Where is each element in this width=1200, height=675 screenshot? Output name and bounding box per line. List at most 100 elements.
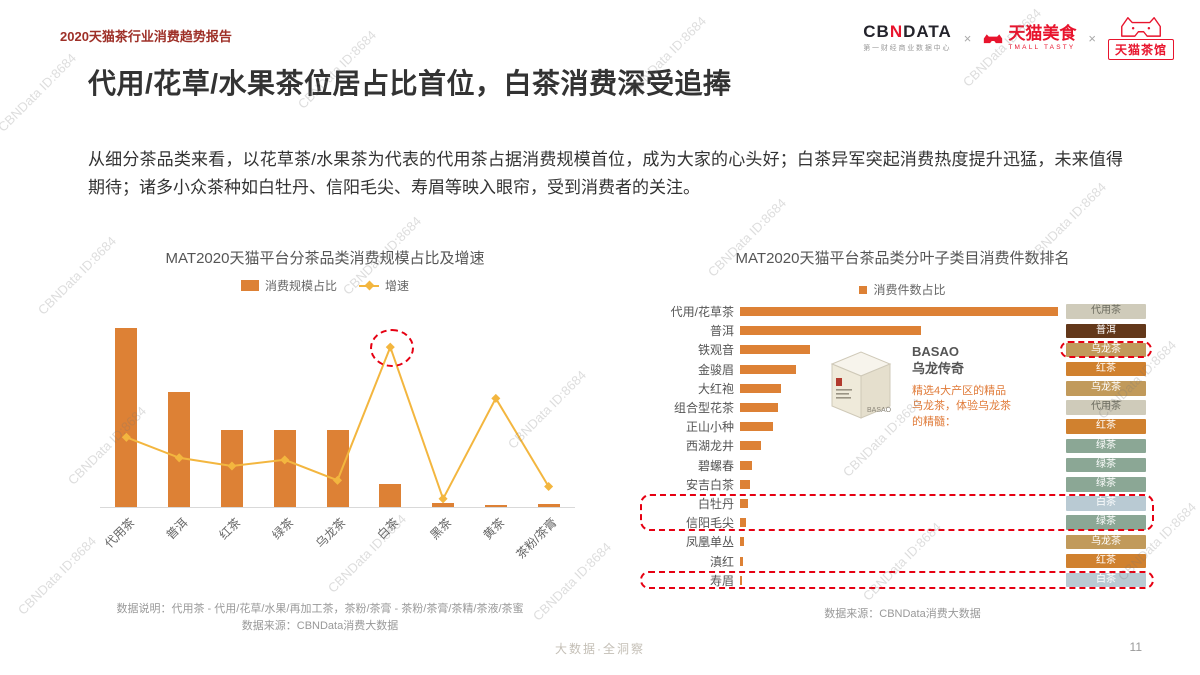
page-title: 代用/花草/水果茶位居占比首位，白茶消费深受追捧 [88,68,732,99]
legend-count-label: 消费件数占比 [873,283,946,297]
rank-bar [740,441,761,451]
rank-row-普洱: 普洱 普洱 [648,321,1156,340]
callout-desc-line: 精选4大产区的精品 [912,384,1007,397]
tmall-food-name: 天猫美食 [1008,23,1077,43]
basao-box-label: BASAO [867,407,892,414]
combo-chart-plot: 代用茶 普洱 红茶 绿茶 乌龙茶 白茶 黑茶 黄茶 茶粉/茶膏 [100,302,575,562]
footer-slogan: 大数据·全洞察 [555,642,645,656]
logo-separator: × [1088,30,1096,46]
cbndata-logo-text: CBNDATA [863,23,952,40]
callout-desc-line: 乌龙茶，体验乌龙茶 [912,400,1011,413]
rank-row-西湖龙井: 西湖龙井 绿茶 [648,436,1156,455]
callout-desc-line: 的精髓： [912,415,956,428]
rank-row-代用/花草茶: 代用/花草茶 代用茶 [648,302,1156,321]
rank-bar [740,537,745,547]
rank-row-白牡丹: 白牡丹 白茶 [648,494,1156,513]
rank-row-label: 白牡丹 [697,496,734,511]
rank-row-label: 大红袍 [697,381,734,396]
rank-row-碧螺春: 碧螺春 绿茶 [648,456,1156,475]
share-swatch-icon [240,280,259,291]
tea-type-tag: 红茶 [1066,553,1146,569]
rank-row-正山小种: 正山小种 红茶 [648,417,1156,436]
tmall-teahouse-logo: 天猫茶馆 [1107,16,1174,60]
rank-bar-track [740,460,1062,470]
tea-type-tag: 白茶 [1066,572,1146,588]
rank-bar [740,307,1058,317]
rank-bar-track [740,307,1062,317]
legend-item-growth: 增速 [359,277,409,294]
rank-row-label: 西湖龙井 [685,439,734,454]
rank-bar [740,479,750,489]
tmall-cat-icon [984,33,1003,43]
rank-row-凤凰单丛: 凤凰单丛 乌龙茶 [648,532,1156,551]
rank-row-寿眉: 寿眉 白茶 [648,571,1156,590]
bar-黄茶 [484,505,507,507]
callout-brand: BASAO [912,344,959,359]
rank-bar [740,326,922,336]
tea-type-tag: 乌龙茶 [1066,381,1146,396]
rank-bar [740,498,748,508]
tea-type-tag: 红茶 [1066,419,1146,434]
count-swatch-icon [859,285,868,294]
rank-row-label: 组合型花茶 [673,401,734,416]
tmall-teahouse-name: 天猫茶馆 [1107,39,1174,60]
bar-白茶 [379,483,402,507]
tmall-food-subtitle: TMALL TASTY [1008,44,1076,52]
cbndata-n: N [889,22,904,41]
cbndata-prefix: CB [863,22,890,41]
legend-item-share: 消费规模占比 [240,277,337,294]
callout-product: 乌龙传奇 [912,360,965,376]
tea-type-tag: 白茶 [1066,496,1146,511]
rank-row-label: 普洱 [709,324,734,339]
tea-type-tag: 绿茶 [1066,515,1146,530]
combo-chart-title: MAT2020天猫平台分茶品类消费规模占比及增速 [165,250,485,267]
x-axis-label: 代用茶 [102,515,138,551]
tea-type-tag: 普洱 [1066,323,1146,339]
x-axis-label: 红茶 [216,515,244,543]
rank-row-label: 滇红 [709,554,734,569]
rank-row-label: 信阳毛尖 [685,516,734,531]
rank-row-组合型花茶: 组合型花茶 代用茶 [648,398,1156,417]
rank-bar-track [740,383,1062,393]
logo-separator: × [963,30,972,46]
callout-description: 精选4大产区的精品 乌龙茶，体验乌龙茶 的精髓： [912,384,1011,430]
bar-普洱 [168,391,191,507]
combo-chart-legend: 消费规模占比 增速 [60,277,590,294]
x-axis-label: 茶粉/茶膏 [513,515,560,562]
rank-bar [740,345,810,355]
growth-peak-highlight [370,329,415,368]
tea-type-tag: 红茶 [1066,361,1146,377]
rank-bar-track [740,537,1062,547]
rank-chart-legend: 消费件数占比 [645,281,1160,298]
rank-row-label: 碧螺春 [697,458,734,473]
rank-bar [740,383,782,393]
bar-黑茶 [432,502,455,507]
product-callout: BASAO BASAO 乌龙传奇 精选4大产区的精品 乌龙茶，体验乌龙茶 的精髓… [820,344,1011,430]
rank-row-label: 铁观音 [697,343,734,358]
rank-row-label: 代用/花草茶 [670,305,734,320]
rank-bar [740,575,743,585]
rank-bar-track [740,345,1062,355]
bar-乌龙茶 [326,430,349,507]
tea-type-tag: 乌龙茶 [1066,342,1146,358]
rank-row-label: 安吉白茶 [685,477,734,492]
x-axis-label: 乌龙茶 [313,515,349,551]
tea-type-tag: 代用茶 [1066,304,1146,319]
rank-chart-source: 数据来源：CBNData消费大数据 [824,608,981,620]
rank-bar [740,518,746,528]
rank-row-铁观音: 铁观音 乌龙茶 [648,340,1156,359]
legend-growth-label: 增速 [385,279,410,293]
rank-row-label: 凤凰单丛 [685,535,734,550]
rank-row-滇红: 滇红 红茶 [648,551,1156,570]
bar-茶粉/茶膏 [537,503,560,507]
rank-row-label: 正山小种 [685,420,734,435]
rank-bar [740,364,796,374]
x-axis-label: 黄茶 [480,515,508,543]
highlight-box-tag [1060,340,1152,358]
tmall-food-logo: 天猫美食 TMALL TASTY [983,23,1077,52]
growth-line [121,342,554,504]
rank-row-大红袍: 大红袍 乌龙茶 [648,379,1156,398]
tea-type-tag: 乌龙茶 [1066,534,1146,550]
page-number: 11 [1129,640,1142,654]
